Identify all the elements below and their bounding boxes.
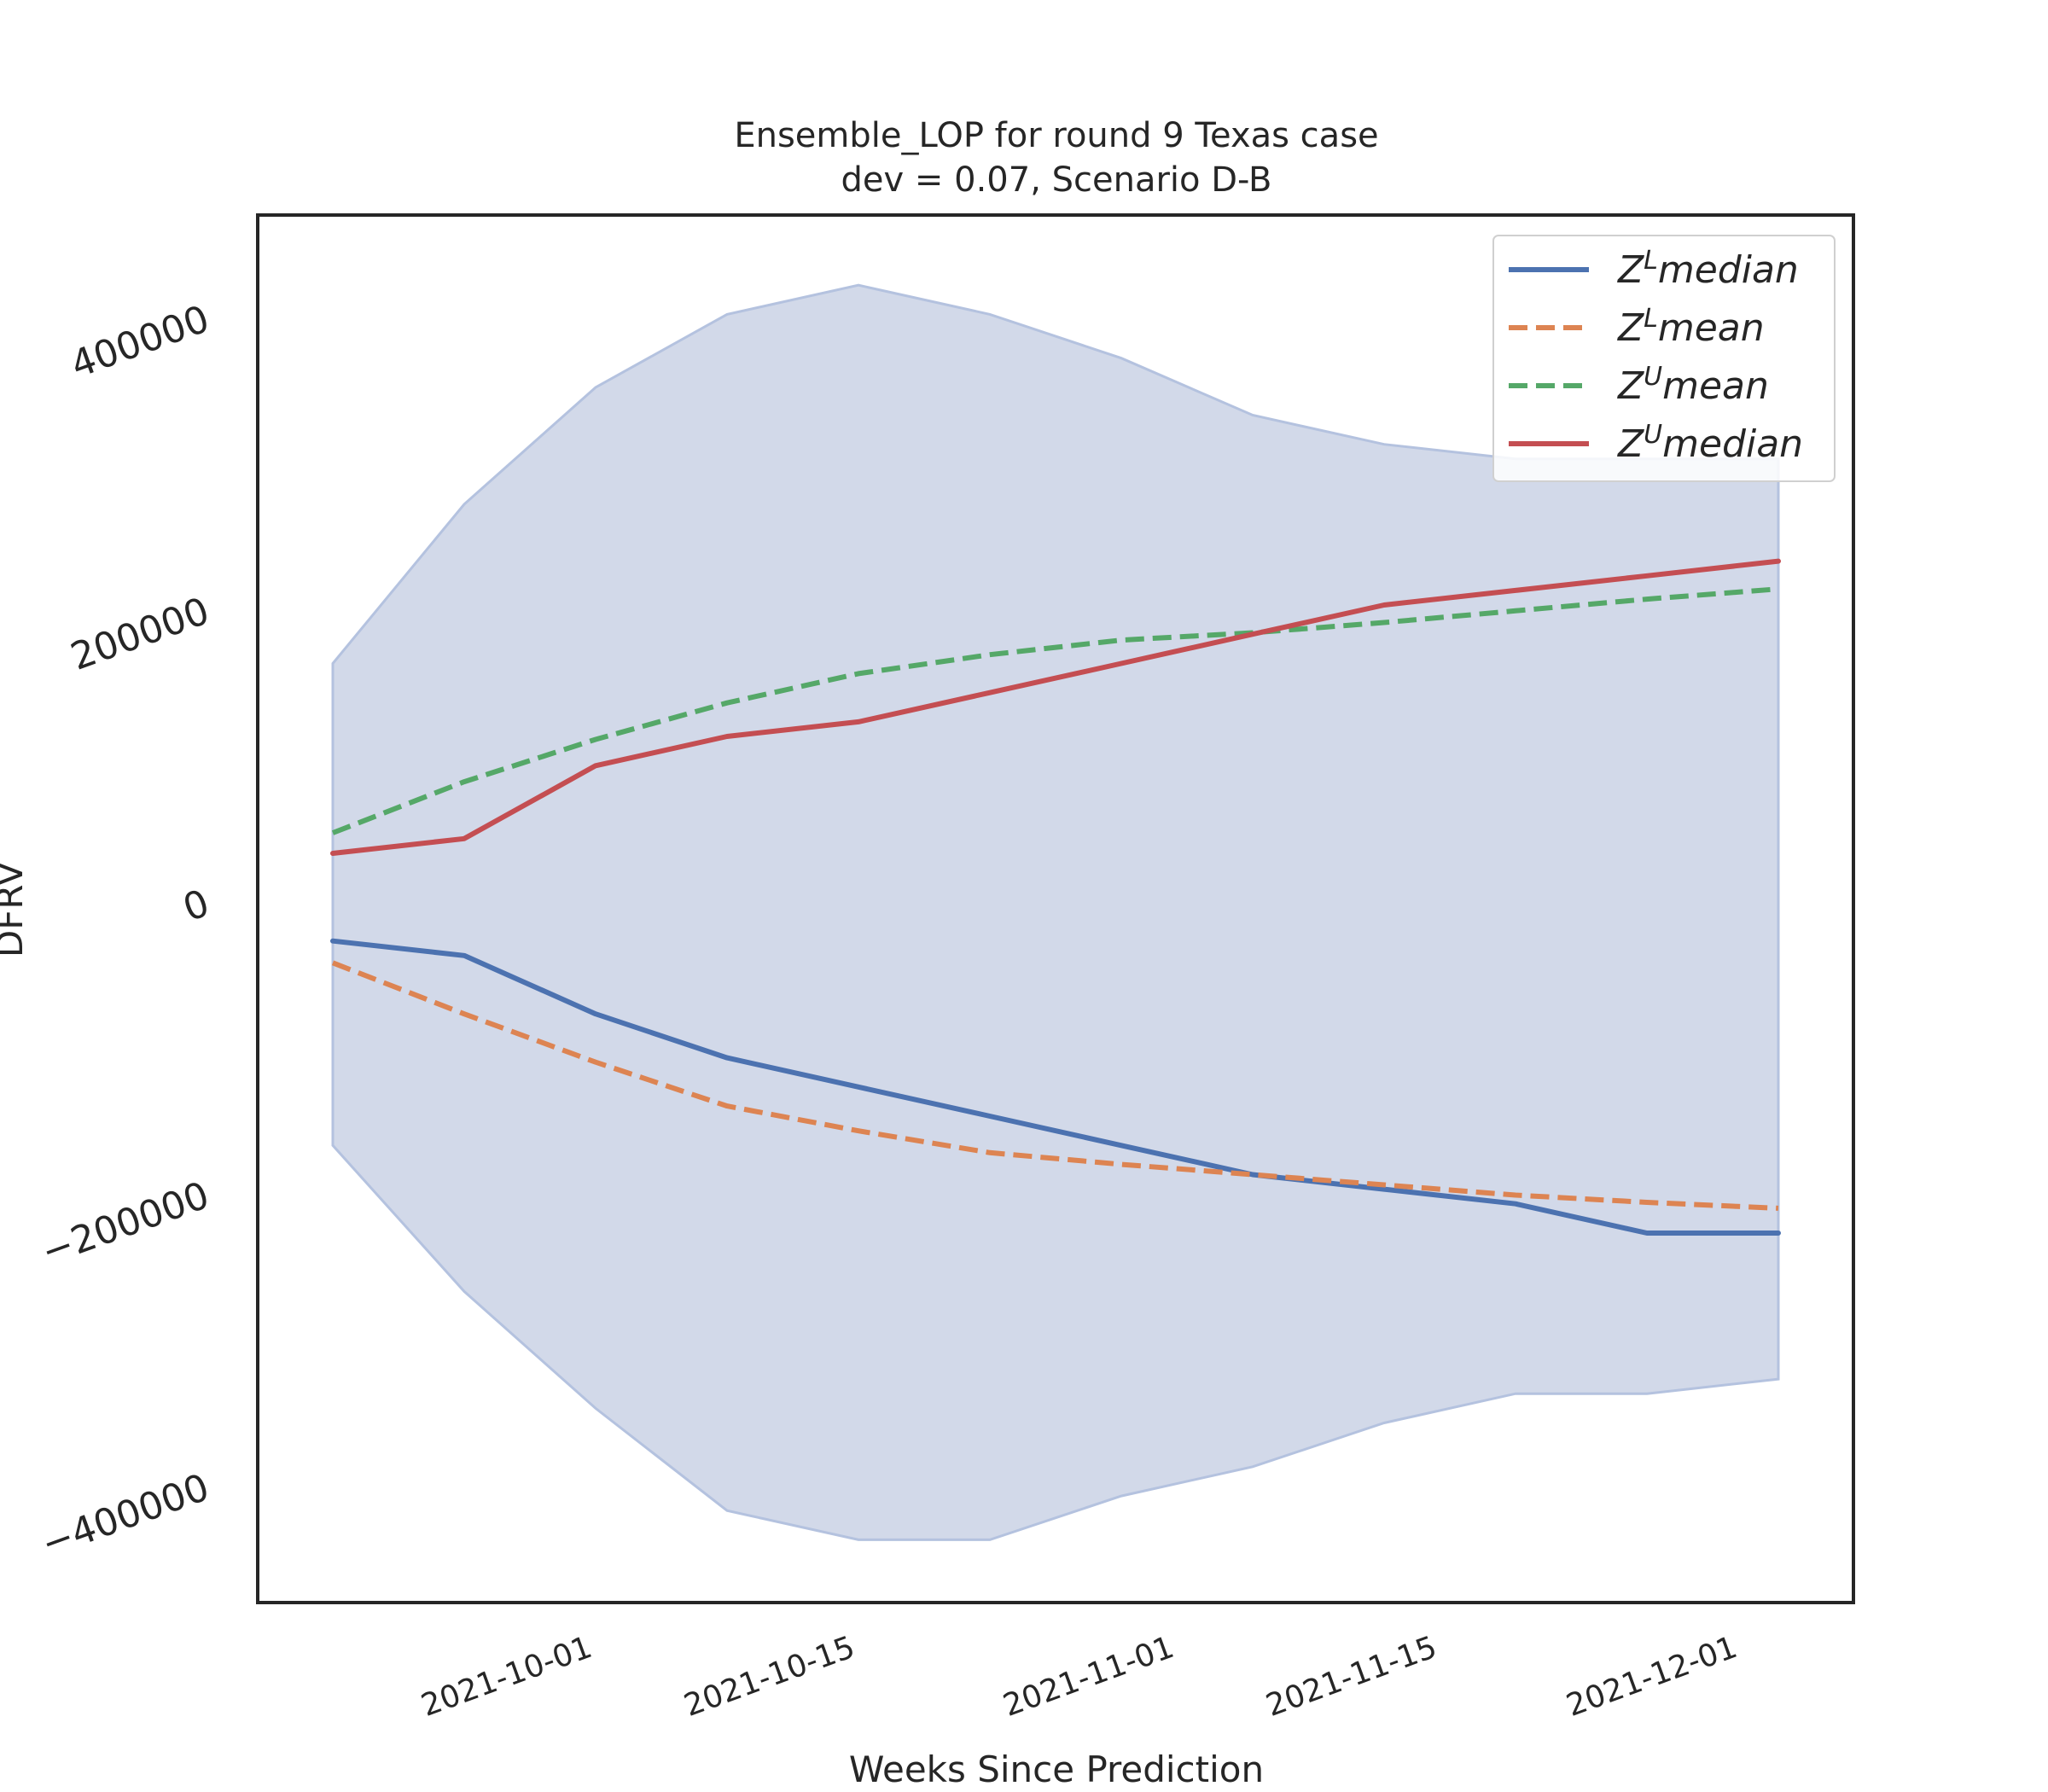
y-tick-label: 400000 [65,297,214,387]
legend-label-0: ZLmedian [1617,246,1799,292]
legend-box [1492,235,1836,482]
x-tick-label: 2021-11-01 [998,1630,1178,1724]
series-line-3 [330,558,1781,856]
y-tick-label: 0 [177,881,215,931]
x-tick-label: 2021-12-01 [1562,1630,1742,1724]
x-tick-label: 2021-11-15 [1261,1630,1441,1724]
chart-subtitle: dev = 0.07, Scenario D-B [841,160,1272,200]
legend-label-1: ZLmean [1617,304,1765,350]
x-axis-label: Weeks Since Prediction [849,1748,1264,1790]
series-line-0 [330,938,1781,1236]
y-axis-label: DFRV [0,862,31,957]
x-tick-label: 2021-10-15 [679,1630,859,1724]
y-tick-label: −400000 [36,1466,215,1567]
legend-label-3: ZUmedian [1617,420,1803,466]
legend-label-2: ZUmean [1617,362,1769,408]
y-tick-label: 200000 [65,590,214,679]
y-tick-label: −200000 [36,1173,215,1274]
series-line-1 [331,960,1779,1211]
x-tick-label: 2021-10-01 [416,1630,596,1724]
chart-title: Ensemble_LOP for round 9 Texas case [734,116,1378,155]
series-line-2 [331,586,1779,835]
plot-frame [256,213,1855,1604]
